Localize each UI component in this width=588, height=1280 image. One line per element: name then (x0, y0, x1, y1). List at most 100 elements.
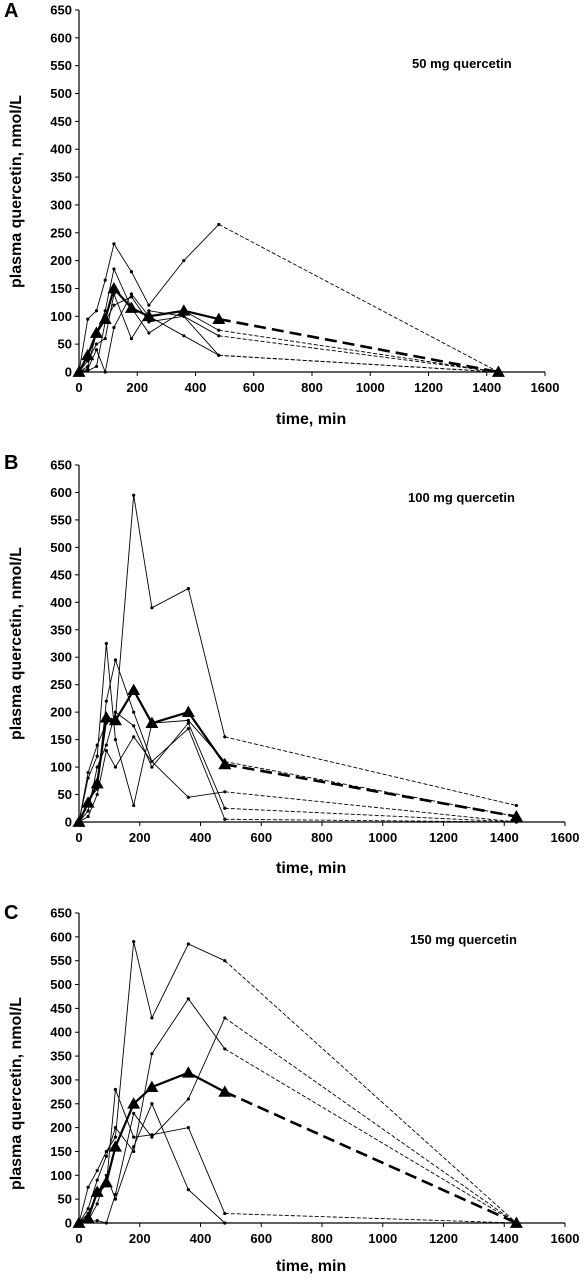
y-tick-label: 300 (50, 1072, 72, 1087)
individual-point (132, 493, 136, 497)
mean-point-triangle (81, 1211, 95, 1224)
individual-series-dashed-line (218, 329, 499, 373)
plot-title: 50 mg quercetin (412, 56, 512, 71)
individual-point (132, 1111, 136, 1115)
x-tick-label: 1000 (368, 1231, 397, 1246)
individual-point (129, 336, 134, 341)
x-tick-label: 0 (75, 830, 82, 845)
y-tick-label: 150 (50, 1144, 72, 1159)
individual-point (95, 1219, 99, 1223)
individual-series-dashed-line (224, 761, 517, 817)
y-tick-label: 500 (50, 540, 72, 555)
individual-point (94, 364, 99, 369)
mean-point-triangle (99, 711, 113, 723)
mean-point-triangle (81, 796, 95, 808)
x-tick-label: 800 (301, 380, 323, 395)
individual-point (147, 303, 151, 307)
y-tick-label: 50 (58, 337, 72, 352)
individual-point (182, 259, 186, 263)
mean-point-triangle (72, 365, 86, 377)
mean-point-triangle (98, 312, 112, 324)
individual-point (104, 1221, 108, 1225)
individual-series-dashed-line (224, 1048, 517, 1224)
individual-point (186, 1126, 190, 1130)
individual-point (113, 1135, 118, 1139)
mean-point-triangle (218, 1085, 232, 1097)
individual-point (217, 353, 221, 357)
mean-point-triangle (218, 757, 232, 770)
y-tick-label: 400 (50, 595, 72, 610)
y-tick-label: 300 (50, 197, 72, 212)
mean-point-triangle (142, 309, 156, 322)
individual-point (186, 586, 190, 591)
y-tick-label: 50 (58, 787, 72, 802)
individual-point (132, 803, 136, 808)
y-tick-label: 550 (50, 953, 72, 968)
individual-point (132, 1135, 136, 1139)
individual-point (112, 325, 116, 330)
individual-point (223, 790, 227, 794)
individual-point (223, 806, 227, 810)
y-tick-label: 100 (50, 760, 72, 775)
individual-point (514, 803, 519, 808)
individual-series-dashed-line (224, 1017, 517, 1224)
y-tick-label: 550 (50, 58, 72, 73)
individual-point (132, 724, 136, 728)
individual-point (86, 1207, 90, 1211)
individual-point (223, 1211, 227, 1216)
x-tick-label: 600 (243, 380, 265, 395)
individual-point (223, 1047, 227, 1051)
y-tick-label: 500 (50, 977, 72, 992)
y-tick-label: 250 (50, 225, 72, 240)
individual-point (103, 370, 107, 374)
individual-point (95, 1178, 99, 1182)
y-tick-label: 600 (50, 30, 72, 45)
x-tick-label: 800 (311, 1231, 333, 1246)
individual-point (113, 658, 118, 662)
mean-point-triangle (509, 1216, 523, 1228)
individual-point (103, 309, 107, 313)
individual-point (223, 959, 227, 963)
mean-point-triangle (90, 777, 104, 789)
y-tick-label: 150 (50, 281, 72, 296)
individual-point (86, 776, 90, 780)
individual-point (217, 334, 221, 338)
chart-panel-c: C plasma quercetin, nmol/L 150 mg querce… (0, 902, 588, 1280)
individual-point (223, 735, 227, 739)
individual-point (132, 1145, 136, 1149)
x-tick-label: 1600 (531, 380, 560, 395)
x-tick-label: 1200 (429, 1231, 458, 1246)
y-tick-label: 0 (65, 365, 72, 380)
individual-point (86, 369, 90, 373)
individual-point (86, 770, 90, 775)
individual-point (104, 743, 108, 747)
y-tick-label: 250 (50, 677, 72, 692)
individual-point (223, 1016, 227, 1020)
individual-point (186, 942, 190, 946)
individual-point (113, 738, 118, 742)
individual-point (113, 1192, 118, 1196)
mean-point-triangle (181, 1066, 195, 1078)
individual-series-line (78, 658, 225, 823)
y-tick-label: 250 (50, 1096, 72, 1111)
x-tick-label: 600 (250, 1231, 272, 1246)
y-tick-label: 400 (50, 1025, 72, 1040)
mean-series-line (78, 1071, 226, 1224)
individual-point (223, 1221, 227, 1225)
mean-point-triangle (107, 281, 121, 294)
y-tick-label: 350 (50, 170, 72, 185)
individual-point (86, 809, 90, 813)
individual-point (186, 721, 190, 725)
x-tick-label: 0 (75, 380, 82, 395)
y-tick-label: 100 (50, 1168, 72, 1183)
x-tick-label: 600 (250, 830, 272, 845)
individual-point (95, 1168, 99, 1173)
y-tick-label: 0 (65, 815, 72, 830)
y-tick-label: 500 (50, 86, 72, 101)
plot-title: 100 mg quercetin (408, 490, 515, 505)
y-tick-label: 450 (50, 567, 72, 582)
mean-point-triangle (491, 365, 505, 377)
individual-point (129, 292, 134, 296)
individual-point (112, 267, 116, 271)
individual-point (150, 1135, 154, 1139)
